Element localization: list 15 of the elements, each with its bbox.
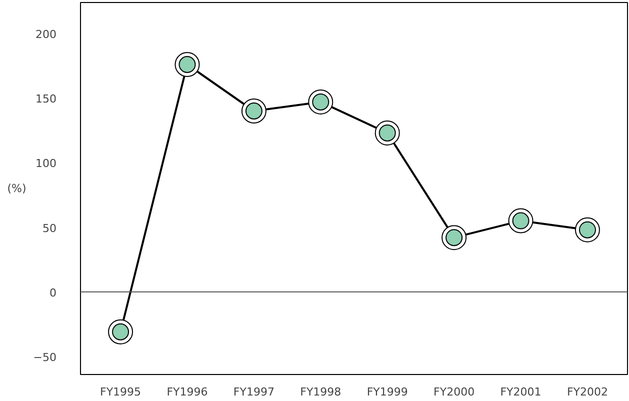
x-tick-label: FY1997 bbox=[233, 386, 274, 398]
y-tick-label: 200 bbox=[36, 28, 57, 41]
x-tick-label: FY1996 bbox=[166, 386, 208, 398]
x-tick-label: FY2002 bbox=[566, 386, 608, 398]
x-tick-label: FY2000 bbox=[434, 386, 475, 398]
x-tick-label: FY1999 bbox=[366, 386, 408, 398]
y-axis-title: (%) bbox=[7, 182, 26, 195]
y-tick-label: −50 bbox=[33, 350, 57, 364]
x-tick-label: FY1998 bbox=[300, 386, 342, 398]
y-tick-label: 100 bbox=[36, 157, 57, 170]
y-tick-label: 0 bbox=[50, 286, 56, 300]
x-tick-label: FY1995 bbox=[100, 386, 142, 398]
y-tick-label: 50 bbox=[42, 222, 57, 235]
y-tick-label: 150 bbox=[36, 92, 57, 106]
x-tick-label: FY2001 bbox=[500, 386, 542, 398]
